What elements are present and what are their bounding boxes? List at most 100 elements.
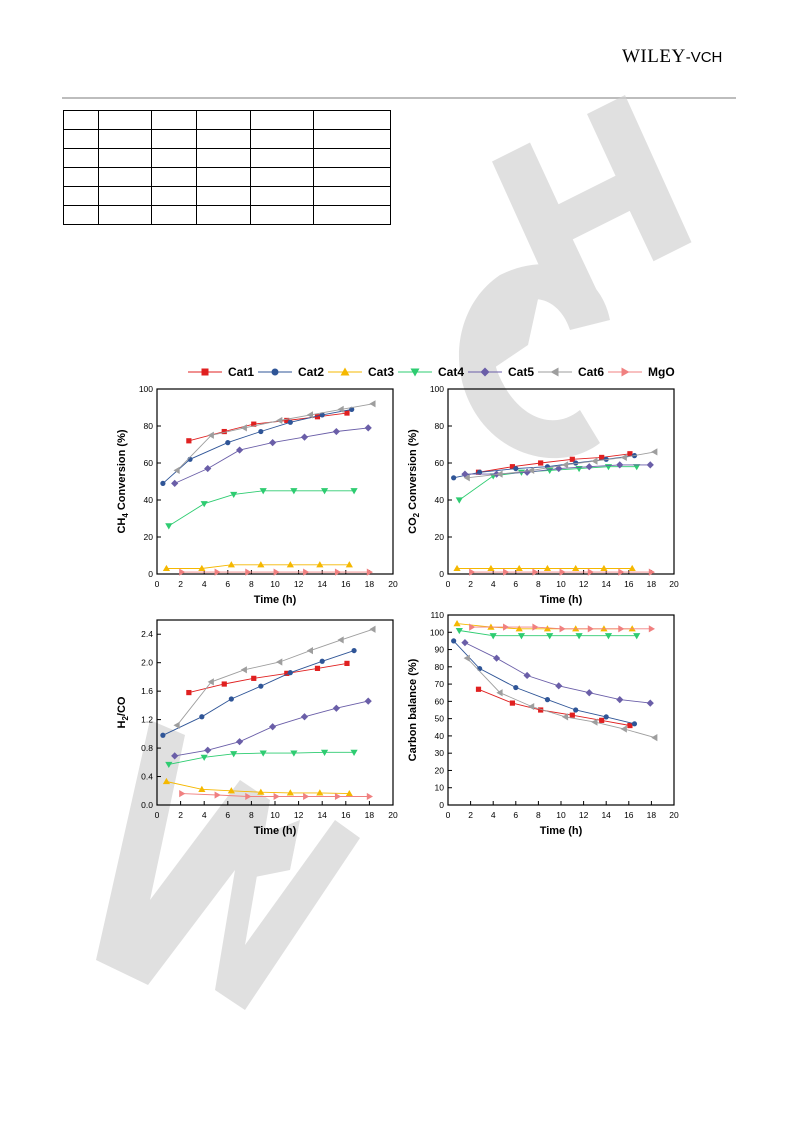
y-tick-label: 30 <box>435 748 445 758</box>
data-point <box>475 686 482 692</box>
data-point <box>599 454 605 461</box>
data-point <box>257 561 265 568</box>
data-point <box>517 633 526 640</box>
y-tick-label: 100 <box>430 627 444 637</box>
data-point <box>162 777 171 785</box>
series-cat1 <box>475 686 633 729</box>
y-tick-label: 2.4 <box>141 629 153 639</box>
data-point <box>455 627 463 635</box>
data-point <box>269 439 277 447</box>
data-point <box>160 732 166 738</box>
y-tick-label: 40 <box>435 731 445 741</box>
x-tick-label: 0 <box>446 579 451 589</box>
data-point <box>350 488 358 495</box>
data-point <box>316 561 324 568</box>
data-point <box>204 746 212 754</box>
x-axis-label: Time (h) <box>254 825 297 837</box>
header-rule <box>62 97 736 99</box>
legend-label: Cat1 <box>228 365 255 379</box>
x-tick-label: 2 <box>468 579 473 589</box>
data-point <box>503 623 510 631</box>
series-line <box>168 490 355 527</box>
legend-marker-cat6 <box>538 367 572 377</box>
data-point <box>603 714 609 720</box>
data-point <box>555 464 563 473</box>
y-tick-label: 60 <box>435 696 445 706</box>
y-tick-label: 20 <box>435 532 445 542</box>
data-point <box>543 564 552 572</box>
table-row <box>63 148 391 168</box>
data-point <box>179 790 186 798</box>
data-point <box>319 658 325 664</box>
data-point <box>198 564 206 572</box>
data-point <box>620 453 627 462</box>
series-cat4 <box>165 749 358 769</box>
data-point <box>572 625 580 632</box>
data-point <box>227 561 235 568</box>
series-cat2 <box>160 647 357 738</box>
data-point <box>628 625 636 632</box>
series-cat3 <box>162 777 353 797</box>
data-point <box>453 620 461 627</box>
x-tick-label: 2 <box>178 579 183 589</box>
legend-marker-cat2 <box>258 368 292 376</box>
data-point <box>221 428 227 435</box>
series-cat3 <box>453 620 636 632</box>
data-point <box>585 689 593 697</box>
data-point <box>453 564 461 572</box>
y-tick-label: 2.0 <box>141 658 153 668</box>
data-point <box>273 568 280 576</box>
data-point <box>600 625 608 632</box>
data-point <box>628 564 636 572</box>
data-point <box>171 752 179 760</box>
data-point <box>200 754 208 761</box>
data-point <box>544 697 551 703</box>
x-tick-label: 12 <box>579 579 589 589</box>
x-tick-label: 16 <box>341 810 351 820</box>
x-tick-label: 20 <box>388 810 398 820</box>
data-point <box>221 681 227 687</box>
data-point <box>651 734 658 742</box>
y-tick-label: 50 <box>435 714 445 724</box>
data-point <box>314 414 321 420</box>
legend-marker-cat5 <box>468 367 502 377</box>
data-point <box>165 523 173 530</box>
logo-suffix: -VCH <box>685 49 723 66</box>
data-point <box>487 564 495 572</box>
x-tick-label: 0 <box>155 810 160 820</box>
x-tick-label: 14 <box>317 579 327 589</box>
chart-panel-3: 0 2 4 6 8 10 12 14 16 18 20 0.0 0.4 0.8 1.2 1.6 2.0 2.4 Ti… <box>116 619 398 837</box>
series-cat3 <box>453 564 636 572</box>
data-point <box>648 625 655 633</box>
data-point <box>171 479 179 487</box>
table-row <box>63 167 391 187</box>
data-point <box>314 665 321 671</box>
data-point <box>251 675 257 681</box>
data-point <box>599 717 605 723</box>
series-cat4 <box>455 627 641 640</box>
x-tick-label: 20 <box>669 810 679 820</box>
data-point <box>320 488 329 495</box>
data-point <box>345 790 353 797</box>
data-point <box>186 689 192 696</box>
data-point <box>618 625 625 633</box>
data-point <box>165 761 173 769</box>
data-point <box>337 636 344 644</box>
y-tick-label: 0 <box>439 800 444 810</box>
plot-frame <box>447 614 675 806</box>
logo-main: WILEY <box>622 46 686 67</box>
data-point <box>591 457 598 465</box>
data-point <box>369 625 376 633</box>
data-point <box>515 564 523 572</box>
series-mgo <box>469 623 655 633</box>
x-tick-label: 10 <box>556 810 566 820</box>
data-point <box>546 633 554 640</box>
data-point <box>489 633 497 640</box>
x-tick-label: 14 <box>601 579 611 589</box>
data-point <box>461 639 469 647</box>
legend-symbol <box>550 367 559 377</box>
x-axis-label: Time (h) <box>540 825 583 837</box>
series-cat6 <box>173 625 376 729</box>
data-point <box>651 448 658 456</box>
